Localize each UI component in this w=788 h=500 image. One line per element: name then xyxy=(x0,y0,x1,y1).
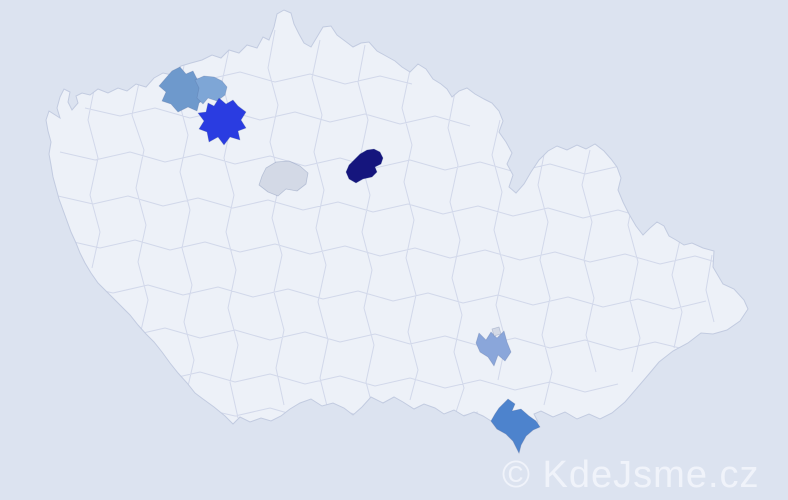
highlighted-district-south-light[interactable] xyxy=(475,330,512,367)
highlighted-district-central-gray[interactable] xyxy=(258,160,309,197)
highlighted-district-south-core-gray[interactable] xyxy=(491,326,502,337)
highlighted-district-northwest-bright[interactable] xyxy=(197,97,247,146)
highlighted-district-south-tip[interactable] xyxy=(490,398,541,454)
watermark-text: © KdeJsme.cz xyxy=(502,454,760,496)
district-borders xyxy=(57,29,731,421)
highlighted-district-northwest-b[interactable] xyxy=(194,75,228,105)
highlighted-district-central-navy[interactable] xyxy=(345,148,384,184)
